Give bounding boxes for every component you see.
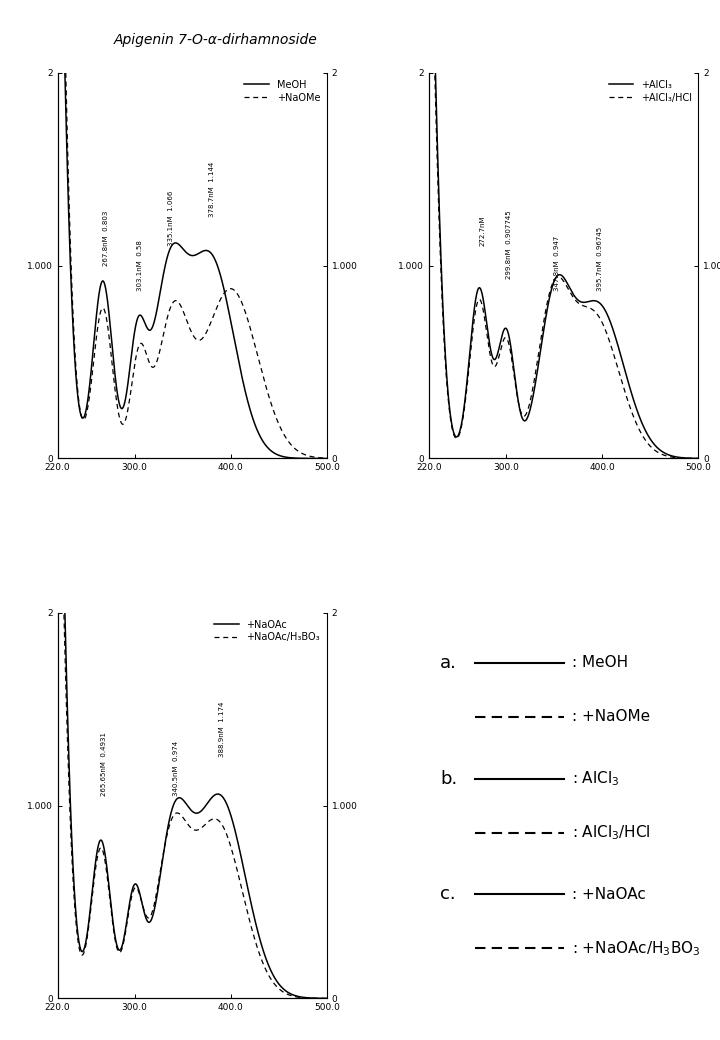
Text: b.: b. [440,770,457,787]
Text: 303.1nM  0.58: 303.1nM 0.58 [138,240,143,291]
Text: 335.1nM  1.066: 335.1nM 1.066 [168,191,174,246]
Text: : +NaOAc: : +NaOAc [572,887,646,902]
Text: 395.7nM  0.96745: 395.7nM 0.96745 [598,227,603,291]
Text: : +NaOAc/H$_3$BO$_3$: : +NaOAc/H$_3$BO$_3$ [572,939,701,958]
Text: : +NaOMe: : +NaOMe [572,709,650,725]
Text: c.: c. [440,885,456,904]
Text: : AlCl$_3$: : AlCl$_3$ [572,770,619,788]
Text: a.: a. [440,654,456,672]
Text: 347.8nM  0.947: 347.8nM 0.947 [554,235,560,291]
Text: 267.8nM  0.803: 267.8nM 0.803 [103,210,109,265]
Text: Apigenin 7-O-α-dirhamnoside: Apigenin 7-O-α-dirhamnoside [114,33,318,47]
Text: 299.8nM  0.907745: 299.8nM 0.907745 [506,210,512,279]
Legend: +NaOAc, +NaOAc/H₃BO₃: +NaOAc, +NaOAc/H₃BO₃ [212,618,322,645]
Text: 388.9nM  1.174: 388.9nM 1.174 [219,702,225,757]
Text: 378.7nM  1.144: 378.7nM 1.144 [210,162,215,217]
Text: 272.7nM: 272.7nM [479,216,485,246]
Legend: MeOH, +NaOMe: MeOH, +NaOMe [243,78,322,104]
Text: 265.65nM  0.4931: 265.65nM 0.4931 [101,732,107,796]
Text: 340.5nM  0.974: 340.5nM 0.974 [173,740,179,796]
Text: : MeOH: : MeOH [572,655,628,671]
Text: : AlCl$_3$/HCl: : AlCl$_3$/HCl [572,824,651,842]
Legend: +AlCl₃, +AlCl₃/HCl: +AlCl₃, +AlCl₃/HCl [606,78,693,104]
